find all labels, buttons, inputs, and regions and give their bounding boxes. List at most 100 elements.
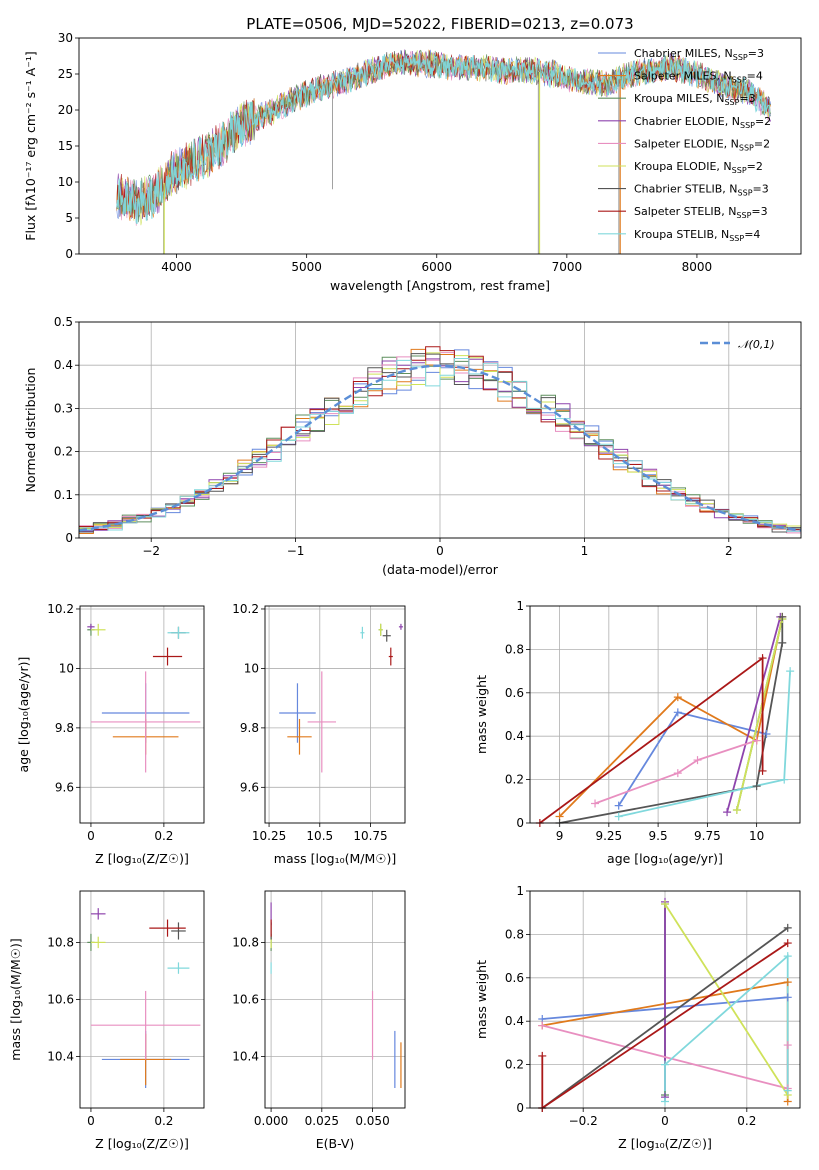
- weight-line-kroupa-elodie: [736, 618, 784, 811]
- y-axis-label: mass [log₁₀(M/M☉)]: [8, 938, 23, 1060]
- weight-marker-chabrier-miles: [762, 730, 771, 739]
- weight-line-kroupa-stelib: [664, 954, 789, 1102]
- axes-frame-mass_vs_ebv: [264, 890, 406, 1109]
- y-axis-label: Flux [fλ10⁻¹⁷ erg cm⁻² s⁻¹ A⁻¹]: [23, 51, 38, 240]
- x-tick-label: 9.25: [595, 829, 622, 843]
- plot-area-age_vs_Z: [87, 623, 201, 773]
- weight-marker-salpeter-miles: [783, 978, 792, 987]
- y-tick-label: 10.6: [232, 993, 259, 1007]
- y-tick-label: 10.6: [47, 993, 74, 1007]
- legend-label-kroupa-miles: Kroupa MILES, NSSP=3: [634, 92, 756, 107]
- weight-marker-kroupa-stelib: [780, 775, 789, 784]
- y-tick-label: 0.3: [54, 401, 73, 415]
- weight-marker-chabrier-stelib: [752, 782, 761, 791]
- axes-residuals: −2 −1 0 1 2 0 0.1 0.2 0.3 0.4 0.5 (data-model)/erro…: [23, 315, 802, 577]
- y-axis-label: Normed distribution: [23, 368, 38, 493]
- y-tick-label: 10: [244, 661, 259, 675]
- y-tick-label: 5: [65, 211, 73, 225]
- weight-marker-salpeter-stelib: [758, 654, 767, 663]
- y-tick-label: 0.1: [54, 488, 73, 502]
- y-tick-label: 9.6: [55, 780, 74, 794]
- y-tick-label: 10.8: [232, 935, 259, 949]
- x-tick-label: 1: [581, 544, 589, 558]
- y-tick-label: 20: [58, 103, 73, 117]
- plot-area-age_vs_mass: [279, 623, 403, 773]
- x-tick-label: 7000: [552, 260, 583, 274]
- weight-marker-salpeter-stelib: [783, 939, 792, 948]
- x-tick-label: 8000: [682, 260, 713, 274]
- y-tick-label: 10: [58, 175, 73, 189]
- x-tick-label: 9.75: [694, 829, 721, 843]
- y-axis-label: mass weight: [474, 960, 489, 1039]
- legend-label-kroupa-elodie: Kroupa ELODIE, NSSP=2: [634, 160, 763, 175]
- x-axis-label: E(B-V): [316, 1136, 355, 1151]
- weight-marker-kroupa-elodie: [661, 900, 669, 909]
- axes-age_vs_Z: 0 0.2 9.6 9.8 10 10.2 Z [log₁₀(Z/Z☉)] age [log₁…: [16, 602, 205, 866]
- y-tick-label: 1: [516, 599, 524, 613]
- weight-marker-chabrier-stelib: [778, 612, 787, 621]
- x-tick-label: −1: [287, 544, 305, 558]
- y-tick-label: 0.2: [505, 773, 524, 787]
- weight-marker-salpeter-elodie: [752, 736, 761, 745]
- x-tick-label: −2: [142, 544, 160, 558]
- y-tick-label: 1: [516, 884, 524, 898]
- histogram-chabrier-stelib: [79, 353, 801, 533]
- x-tick-label: 10: [749, 829, 764, 843]
- x-tick-label: 0: [87, 1114, 95, 1128]
- x-tick-label: 2: [725, 544, 733, 558]
- y-tick-label: 0: [65, 247, 73, 261]
- x-tick-label: 5000: [291, 260, 322, 274]
- x-tick-label: 0: [661, 1114, 669, 1128]
- axes-weight_vs_age: 9 9.25 9.5 9.75 10 0 0.2 0.4 0.6 0.8 1 age [log₁₀(a…: [474, 599, 801, 866]
- weight-marker-salpeter-miles: [673, 693, 682, 702]
- y-tick-label: 0.2: [54, 445, 73, 459]
- y-tick-label: 10.4: [232, 1050, 259, 1064]
- axes-frame-weight_vs_age: [529, 605, 801, 824]
- y-tick-label: 10: [59, 661, 74, 675]
- x-tick-label: 0.2: [154, 1114, 173, 1128]
- weight-marker-kroupa-stelib: [661, 1097, 669, 1106]
- weight-marker-kroupa-stelib: [783, 1086, 792, 1095]
- x-axis-label: Z [log₁₀(Z/Z☉)]: [618, 1136, 712, 1151]
- x-tick-label: 9.5: [649, 829, 668, 843]
- x-tick-label: 0.2: [154, 829, 173, 843]
- y-tick-label: 0.2: [505, 1058, 524, 1072]
- x-tick-label: 0.025: [305, 1114, 339, 1128]
- weight-marker-salpeter-elodie: [783, 1041, 792, 1050]
- y-tick-label: 10.2: [232, 602, 259, 616]
- axes-frame-mass_vs_Z: [79, 890, 205, 1109]
- y-tick-label: 25: [58, 67, 73, 81]
- y-tick-label: 10.8: [47, 935, 74, 949]
- chart-layer: 4000 5000 6000 7000 8000051015202530waveleng…: [8, 31, 802, 1151]
- weight-marker-kroupa-stelib: [786, 667, 795, 676]
- axes-age_vs_mass: 10.25 10.5 10.75 9.6 9.8 10 10.2 mass [log₁₀(M/…: [232, 602, 406, 866]
- y-tick-label: 9.8: [240, 721, 259, 735]
- y-tick-label: 0.8: [505, 927, 524, 941]
- y-tick-label: 0.8: [505, 642, 524, 656]
- spectrum-legend: Chabrier MILES, NSSP=3 Salpeter MILES, NS…: [598, 47, 771, 243]
- x-tick-label: 9: [556, 829, 564, 843]
- x-axis-label: wavelength [Angstrom, rest frame]: [330, 278, 550, 293]
- y-tick-label: 0.4: [54, 358, 73, 372]
- legend-label-salpeter-miles: Salpeter MILES, NSSP=4: [634, 70, 763, 85]
- weight-line-salpeter-stelib: [541, 942, 789, 1108]
- weight-marker-chabrier-miles: [783, 993, 792, 1002]
- legend-label-kroupa-stelib: Kroupa STELIB, NSSP=4: [634, 228, 760, 243]
- plot-area-mass_vs_Z: [87, 908, 201, 1089]
- axes-frame-age_vs_mass: [264, 605, 406, 824]
- y-tick-label: 10.2: [47, 602, 74, 616]
- axes-mass_vs_Z: 0 0.2 10.4 10.6 10.8 Z [log₁₀(Z/Z☉)] mass [log…: [8, 890, 205, 1151]
- y-tick-label: 10.4: [47, 1050, 74, 1064]
- y-tick-label: 0.6: [505, 971, 524, 985]
- legend-label-salpeter-stelib: Salpeter STELIB, NSSP=3: [634, 205, 768, 220]
- legend-label-chabrier-elodie: Chabrier ELODIE, NSSP=2: [634, 115, 771, 130]
- weight-line-salpeter-miles: [558, 616, 784, 818]
- weight-marker-salpeter-elodie: [693, 756, 702, 765]
- y-tick-label: 0.5: [54, 315, 73, 329]
- x-tick-label: −0.2: [569, 1114, 598, 1128]
- x-axis-label: (data-model)/error: [382, 562, 499, 577]
- weight-marker-chabrier-stelib: [783, 923, 792, 932]
- y-tick-label: 0.4: [505, 729, 524, 743]
- legend-label-normal: 𝒩(0,1): [738, 338, 775, 351]
